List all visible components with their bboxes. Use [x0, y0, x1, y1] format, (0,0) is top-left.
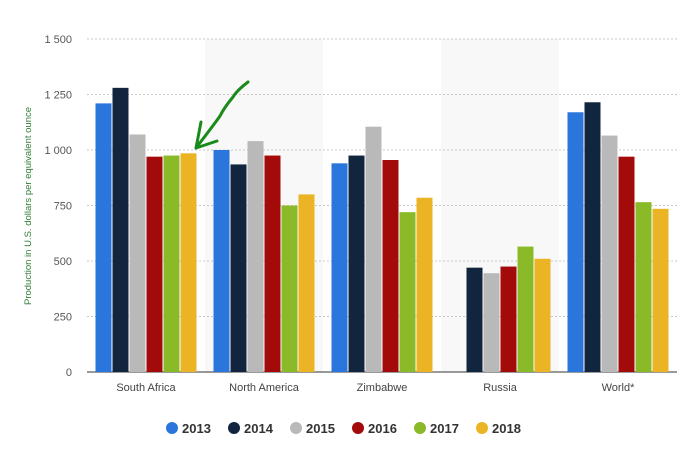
legend-marker [228, 422, 240, 434]
bar-2016-north-america[interactable] [264, 155, 281, 372]
bar-2015-north-america[interactable] [247, 141, 264, 372]
bar-2018-north-america[interactable] [298, 194, 315, 372]
bar-2015-world-[interactable] [601, 135, 618, 372]
legend-item-2018[interactable]: 2018 [492, 421, 521, 436]
legend-marker [290, 422, 302, 434]
bar-2015-zimbabwe[interactable] [365, 126, 382, 372]
bar-2018-south-africa[interactable] [180, 153, 197, 372]
x-tick-label: Zimbabwe [357, 382, 408, 394]
bar-2016-world-[interactable] [618, 156, 635, 372]
bar-2013-zimbabwe[interactable] [331, 163, 348, 372]
bar-2017-world-[interactable] [635, 202, 652, 372]
y-tick-label: 750 [54, 201, 72, 213]
legend-item-2016[interactable]: 2016 [368, 421, 397, 436]
legend-marker [414, 422, 426, 434]
x-tick-label: South Africa [116, 382, 176, 394]
bar-2014-north-america[interactable] [230, 164, 247, 372]
y-tick-label: 1 250 [44, 90, 72, 102]
y-tick-label: 500 [54, 256, 72, 268]
bar-2017-north-america[interactable] [281, 205, 298, 373]
annotation-arrowhead [194, 120, 219, 150]
bar-2016-russia[interactable] [500, 266, 517, 372]
bar-2018-zimbabwe[interactable] [416, 197, 433, 372]
y-tick-label: 0 [66, 367, 72, 379]
bar-2013-north-america[interactable] [213, 150, 230, 372]
legend-item-2013[interactable]: 2013 [182, 421, 211, 436]
bar-2016-south-africa[interactable] [146, 156, 163, 372]
legend-marker [476, 422, 488, 434]
bar-2013-world-[interactable] [567, 112, 584, 372]
x-tick-label: North America [229, 382, 300, 394]
bar-2016-zimbabwe[interactable] [382, 159, 399, 372]
y-tick-label: 1 000 [44, 145, 72, 157]
x-tick-label: Russia [483, 382, 518, 394]
legend-item-2017[interactable]: 2017 [430, 421, 459, 436]
legend-item-2014[interactable]: 2014 [244, 421, 274, 436]
bar-2017-zimbabwe[interactable] [399, 212, 416, 372]
bar-2014-south-africa[interactable] [112, 87, 129, 372]
x-tick-label: World* [602, 382, 636, 394]
legend-marker [166, 422, 178, 434]
bar-2017-russia[interactable] [517, 246, 534, 372]
bar-2018-world-[interactable] [652, 208, 669, 372]
bar-2013-south-africa[interactable] [95, 103, 112, 372]
y-tick-label: 250 [54, 312, 72, 324]
bar-2014-russia[interactable] [466, 267, 483, 372]
legend-item-2015[interactable]: 2015 [306, 421, 335, 436]
bar-2015-russia[interactable] [483, 273, 500, 372]
y-tick-label: 1 500 [44, 34, 72, 46]
bar-2017-south-africa[interactable] [163, 155, 180, 372]
legend-marker [352, 422, 364, 434]
bar-2015-south-africa[interactable] [129, 134, 146, 372]
bar-2014-world-[interactable] [584, 102, 601, 373]
y-axis-label: Production in U.S. dollars per equivalen… [23, 107, 34, 305]
bar-2018-russia[interactable] [534, 258, 551, 372]
bar-2014-zimbabwe[interactable] [348, 155, 365, 372]
annotation-arrow [194, 80, 250, 150]
